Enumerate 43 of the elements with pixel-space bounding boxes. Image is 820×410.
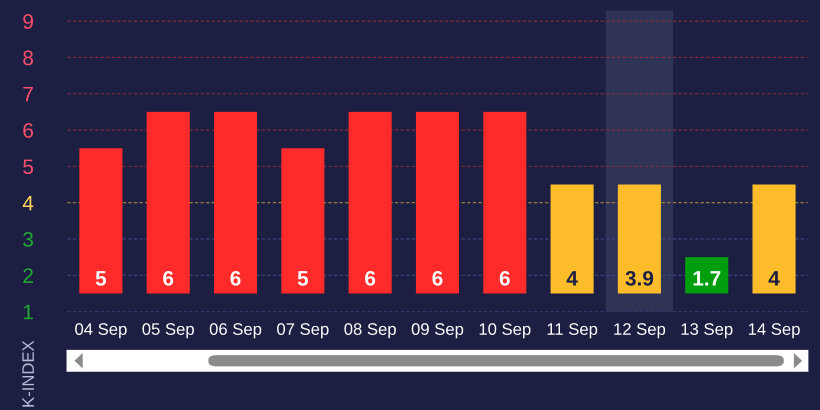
x-tick-label: 11 Sep bbox=[548, 323, 598, 338]
x-tick-label: 04 Sep bbox=[75, 323, 127, 338]
y-axis-title: K-INDEX bbox=[22, 340, 34, 407]
annotation: 4 bbox=[768, 271, 780, 286]
y-tick-label: 1 bbox=[24, 304, 33, 320]
bar bbox=[214, 112, 258, 294]
x-tick-label: 14 Sep bbox=[748, 323, 800, 338]
bar bbox=[416, 112, 460, 294]
y-tick-label: 3 bbox=[23, 232, 33, 247]
x-tick-label: 09 Sep bbox=[412, 323, 464, 338]
bar bbox=[752, 184, 796, 294]
y-tick-label: 8 bbox=[23, 50, 33, 66]
y-tick-label: 4 bbox=[22, 196, 34, 210]
bar bbox=[550, 184, 594, 294]
x-tick-label: 10 Sep bbox=[480, 323, 530, 338]
bar bbox=[618, 184, 661, 294]
bar bbox=[483, 112, 526, 294]
y-tick-label: 2 bbox=[23, 268, 33, 283]
bar bbox=[79, 148, 122, 294]
x-tick-label: 05 Sep bbox=[142, 323, 194, 338]
y-tick-label: 9 bbox=[23, 14, 33, 29]
y-tick-label: 7 bbox=[23, 86, 33, 102]
bar bbox=[146, 112, 190, 294]
annotation: 6 bbox=[500, 270, 510, 286]
annotation: 6 bbox=[365, 270, 376, 286]
annotation: 6 bbox=[230, 270, 241, 286]
x-tick-label: 07 Sep bbox=[277, 323, 329, 338]
x-tick-label: 13 Sep bbox=[682, 323, 732, 338]
annotation: 4 bbox=[566, 271, 578, 286]
annotation: 6 bbox=[163, 270, 174, 286]
annotation: 5 bbox=[298, 271, 308, 286]
bar bbox=[281, 148, 324, 294]
y-tick-label: 6 bbox=[23, 123, 33, 138]
x-tick-label: 12 Sep bbox=[614, 323, 666, 338]
y-tick-label: 5 bbox=[23, 160, 34, 174]
bar bbox=[685, 257, 728, 294]
x-tick-label: 06 Sep bbox=[210, 323, 262, 338]
annotation: 5 bbox=[96, 271, 106, 286]
x-tick-label: 08 Sep bbox=[344, 323, 396, 338]
annotation: 1.7 bbox=[694, 271, 720, 286]
annotation: 3.9 bbox=[625, 270, 654, 286]
annotation: 6 bbox=[432, 270, 443, 286]
bar bbox=[348, 112, 392, 294]
